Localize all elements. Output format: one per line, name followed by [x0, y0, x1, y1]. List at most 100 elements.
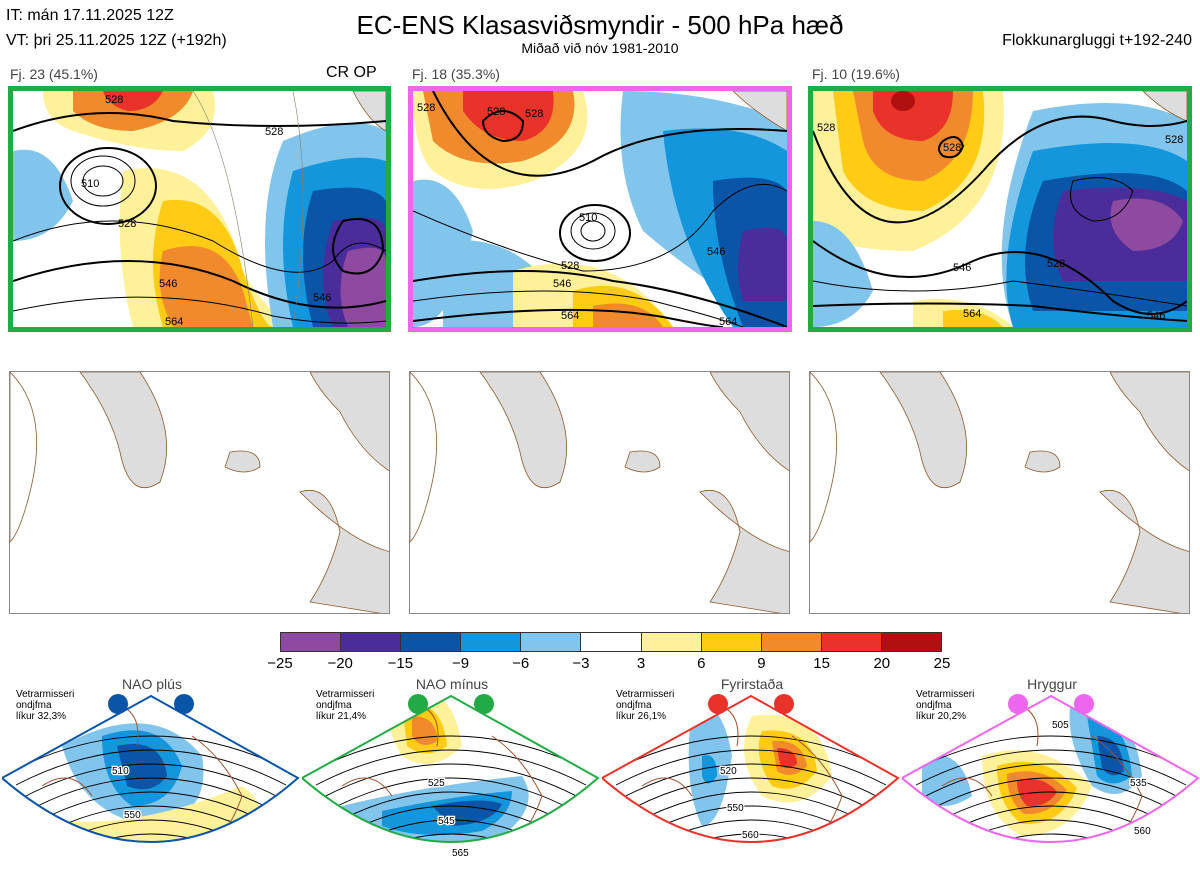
contour-label: 564 [561, 310, 579, 322]
regime-info-line: Vetrarmisseri [16, 689, 75, 700]
empty-map-3 [809, 371, 1190, 614]
regime-info-line: líkur 20,2% [916, 711, 967, 722]
regime-info: Vetrarmisseri ondjfma líkur 20,2% [916, 689, 974, 722]
contour-label: 528 [817, 122, 835, 134]
regime-name: NAO mínus [415, 676, 489, 692]
regime-contour-label: 535 [1130, 778, 1147, 789]
page-subtitle: Miðað við nóv 1981-2010 [521, 40, 679, 56]
colorbar-tick-label: 20 [873, 655, 891, 672]
regime-marker-dot [1074, 694, 1094, 714]
cluster-1-map: 528 510 528 528 546 546 564 [8, 86, 391, 332]
colorbar-tick-label: −3 [572, 655, 590, 672]
regime-info: Vetrarmisseri ondjfma líkur 32,3% [16, 689, 74, 722]
regime-marker-dot [108, 694, 128, 714]
regime-map: 510 550 [2, 694, 300, 843]
regime-contour-label: 505 [1052, 720, 1069, 731]
regime-marker-dot [408, 694, 428, 714]
regime-contour-label: 545 [438, 816, 455, 827]
colorbar-tick-label: 6 [697, 655, 706, 672]
contour-label: 546 [159, 278, 177, 290]
contour-label: 528 [118, 218, 136, 230]
colorbar [280, 632, 942, 652]
contour-label: 546 [707, 246, 725, 258]
regime-contour-label: 550 [727, 803, 744, 814]
colorbar-tick-label: −15 [387, 655, 414, 672]
regime-panel: 525 545 565 NAO mínus Vetrarmisseri ondjfma l… [302, 676, 600, 871]
empty-map-1 [9, 371, 390, 614]
page-title: EC-ENS Klasasviðsmyndir - 500 hPa hæð [356, 10, 844, 40]
colorbar-swatch [341, 633, 402, 651]
colorbar-tick-label: −20 [327, 655, 353, 672]
regime-map: 505 535 560 [902, 694, 1200, 843]
regime-name: Hryggur [1027, 676, 1077, 692]
cluster-3-map: 528 528 528 528 546 546 564 [808, 86, 1192, 332]
regime-info-line: líkur 21,4% [316, 711, 367, 722]
colorbar-swatch [281, 633, 342, 651]
contour-label: 546 [313, 292, 331, 304]
cluster-2-label: Fj. 18 (35.3%) [412, 66, 500, 82]
regime-marker-dot [708, 694, 728, 714]
regime-marker-dot [474, 694, 494, 714]
regime-contour-label: 520 [720, 766, 737, 777]
regime-marker-dot [774, 694, 794, 714]
regime-contour-label: 560 [1134, 826, 1151, 837]
colorbar-swatch [821, 633, 882, 651]
colorbar-swatch [761, 633, 822, 651]
regime-map: 520 550 560 [602, 694, 900, 843]
regime-info-line: ondjfma [316, 700, 352, 711]
regime-marker-dot [1008, 694, 1028, 714]
regime-info-line: ondjfma [616, 700, 652, 711]
contour-label: 564 [719, 316, 737, 327]
regime-panel: 520 550 560 Fyrirstaða Vetrarmisseri ondjfma… [602, 676, 900, 871]
contour-label: 546 [953, 262, 971, 274]
regime-info-line: ondjfma [16, 700, 52, 711]
regime-map: 525 545 565 [302, 694, 600, 860]
colorbar-swatch [701, 633, 762, 651]
regime-info-line: líkur 26,1% [616, 711, 667, 722]
contour-label: 528 [525, 108, 543, 120]
regime-info-line: ondjfma [916, 700, 952, 711]
colorbar-swatch [401, 633, 462, 651]
colorbar-tick-label: −25 [267, 655, 293, 672]
contour-label: 528 [1165, 134, 1183, 146]
regime-contour-label: 525 [428, 778, 445, 789]
regime-contour-label: 550 [124, 810, 141, 821]
regime-contour-label: 565 [452, 848, 469, 859]
regime-contour-label: 560 [742, 830, 759, 841]
contour-label: 564 [165, 316, 183, 327]
contour-label: 528 [1047, 258, 1065, 270]
regime-name: Fyrirstaða [720, 676, 784, 692]
regime-info-line: Vetrarmisseri [616, 689, 675, 700]
contour-label: 564 [963, 308, 981, 320]
regime-info-line: líkur 32,3% [16, 711, 67, 722]
cluster-3-label: Fj. 10 (19.6%) [812, 66, 900, 82]
empty-map-2 [409, 371, 790, 614]
regime-marker-dot [174, 694, 194, 714]
colorbar-tick-label: 15 [813, 655, 830, 672]
colorbar-swatch [461, 633, 522, 651]
contour-label: 510 [579, 212, 597, 224]
regime-name: NAO plús [122, 676, 182, 692]
colorbar-tick-label: 9 [757, 655, 766, 672]
contour-label: 528 [417, 102, 435, 114]
colorbar-swatch [581, 633, 642, 651]
contour-label: 546 [1147, 310, 1165, 322]
cluster-2-map: 528 528 528 510 528 546 546 564 564 [408, 86, 792, 332]
colorbar-tick-label: 3 [636, 655, 646, 672]
contour-label: 528 [265, 126, 283, 138]
cluster-1-tag: CR OP [326, 64, 377, 81]
regime-info-line: Vetrarmisseri [316, 689, 375, 700]
contour-label: 546 [553, 278, 571, 290]
colorbar-swatch [521, 633, 582, 651]
regime-panel: 510 550 NAO plús Vetrarmisseri ondjfma líkur… [2, 676, 300, 871]
colorbar-swatch [881, 633, 942, 651]
contour-label: 528 [105, 94, 123, 106]
colorbar-tick-label: −9 [451, 655, 470, 672]
classification-window: Flokkunargluggi t+192-240 [1002, 32, 1192, 49]
contour-label: 528 [487, 106, 505, 118]
contour-label: 528 [561, 260, 579, 272]
colorbar-tick-label: 25 [933, 655, 951, 672]
regime-contour-label: 510 [112, 766, 129, 777]
regime-info: Vetrarmisseri ondjfma líkur 26,1% [616, 689, 674, 722]
contour-label: 510 [81, 178, 99, 190]
